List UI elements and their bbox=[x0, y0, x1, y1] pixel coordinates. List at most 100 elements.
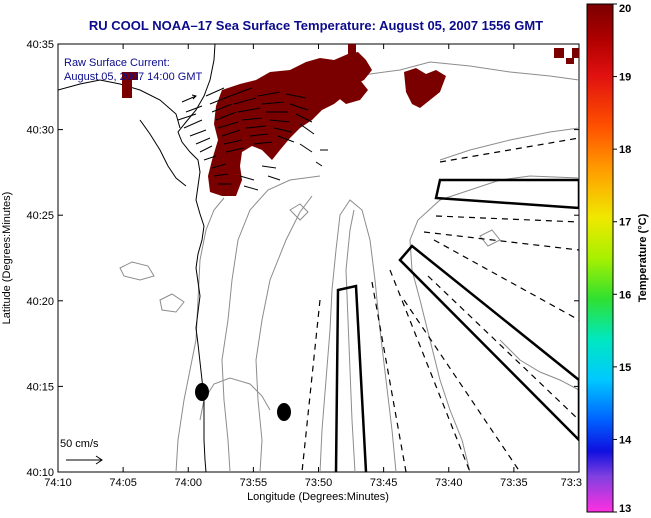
contour-line bbox=[409, 175, 579, 472]
map-frame bbox=[57, 43, 580, 473]
sst-cell bbox=[348, 44, 356, 54]
current-arrow bbox=[261, 101, 285, 105]
current-arrow bbox=[285, 93, 307, 99]
current-arrow bbox=[257, 91, 281, 97]
box-outline bbox=[334, 284, 368, 472]
dashed-line bbox=[433, 239, 579, 321]
current-arrow bbox=[215, 111, 237, 121]
dashed-line bbox=[389, 269, 471, 472]
x-tick-label: 73:3 bbox=[561, 477, 582, 489]
colorbar-tick-label: 13 bbox=[619, 503, 631, 515]
x-tick-label: 74:05 bbox=[109, 477, 137, 489]
contour-line bbox=[221, 175, 321, 472]
current-arrow bbox=[243, 185, 259, 191]
sst-cell bbox=[554, 48, 564, 58]
y-tick-label: 40:35 bbox=[26, 39, 54, 51]
scale-arrow bbox=[66, 455, 103, 465]
x-tick-label: 73:55 bbox=[240, 477, 268, 489]
current-arrow bbox=[181, 94, 197, 103]
dashed-line bbox=[423, 231, 579, 251]
contour-line bbox=[159, 293, 185, 313]
current-arrow bbox=[217, 121, 239, 129]
current-arrow bbox=[177, 113, 197, 121]
contour-line bbox=[439, 127, 579, 161]
contour-line bbox=[119, 261, 155, 281]
colorbar-tick-label: 16 bbox=[619, 289, 631, 301]
colorbar-tick-label: 18 bbox=[619, 144, 631, 156]
current-arrow bbox=[229, 87, 253, 97]
current-arrow bbox=[199, 145, 213, 153]
contour-line bbox=[345, 209, 356, 472]
current-arrow bbox=[315, 161, 323, 167]
y-tick-label: 40:25 bbox=[26, 210, 54, 222]
colorbar-ticks: 20 19 18 17 16 15 14 13 bbox=[613, 3, 632, 515]
y-axis-ticks: 40:35 40:30 40:25 40:20 40:15 40:10 bbox=[26, 39, 579, 479]
current-arrow bbox=[299, 123, 315, 135]
annotation-line-2: August 05, 2007 14:00 GMT bbox=[64, 71, 202, 83]
annotation-line-1: Raw Surface Current: bbox=[64, 57, 170, 69]
current-arrow bbox=[213, 173, 229, 177]
contour-line bbox=[289, 203, 309, 221]
sst-cell bbox=[132, 72, 138, 80]
solid-boxes bbox=[334, 178, 579, 472]
y-tick-label: 40:15 bbox=[26, 381, 54, 393]
dashed-line bbox=[427, 275, 579, 421]
current-arrow bbox=[253, 141, 273, 145]
current-arrow bbox=[241, 117, 263, 121]
dashed-line bbox=[439, 137, 579, 163]
current-arrow bbox=[209, 95, 231, 105]
chart-title: RU COOL NOAA–17 Sea Surface Temperature:… bbox=[89, 18, 543, 33]
box-outline bbox=[398, 244, 579, 442]
current-arrow bbox=[205, 87, 225, 97]
colorbar bbox=[586, 3, 614, 513]
contour-line bbox=[255, 195, 313, 472]
sst-cell bbox=[572, 48, 579, 58]
sst-cell bbox=[122, 72, 132, 98]
sst-pixels bbox=[122, 44, 579, 196]
scale-label: 50 cm/s bbox=[60, 438, 99, 450]
sst-patch bbox=[208, 52, 372, 196]
x-tick-label: 73:40 bbox=[435, 477, 463, 489]
x-axis-label: Longitude (Degrees:Minutes) bbox=[247, 491, 389, 503]
x-tick-label: 74:10 bbox=[44, 477, 72, 489]
current-arrow bbox=[237, 107, 261, 113]
colorbar-tick-label: 17 bbox=[619, 217, 631, 229]
current-arrow bbox=[261, 165, 277, 169]
current-arrow bbox=[223, 139, 243, 145]
y-tick-label: 40:10 bbox=[26, 467, 54, 479]
current-arrow bbox=[277, 135, 295, 143]
contour-line bbox=[319, 199, 397, 472]
dashed-line bbox=[435, 215, 579, 223]
y-tick-label: 40:20 bbox=[26, 296, 54, 308]
map-content bbox=[58, 44, 579, 472]
current-arrow bbox=[239, 175, 255, 181]
dashed-line bbox=[301, 299, 321, 472]
coastline-inlet bbox=[139, 119, 187, 187]
current-arrow bbox=[267, 175, 281, 181]
x-tick-label: 73:45 bbox=[370, 477, 398, 489]
oval-marker bbox=[277, 403, 291, 421]
x-tick-label: 74:00 bbox=[174, 477, 202, 489]
sst-patch bbox=[404, 68, 446, 108]
y-axis-label: Latitude (Degrees:Minutes) bbox=[1, 192, 13, 325]
current-arrow bbox=[225, 147, 245, 153]
sst-patch bbox=[336, 78, 368, 104]
current-arrow bbox=[183, 119, 203, 129]
oval-marker bbox=[195, 383, 209, 401]
current-arrow bbox=[195, 137, 211, 145]
current-arrow bbox=[299, 143, 313, 153]
current-arrow bbox=[273, 127, 293, 133]
current-vectors bbox=[177, 87, 328, 191]
y-tick-label: 40:30 bbox=[26, 125, 54, 137]
sst-cell bbox=[566, 58, 574, 64]
current-arrow bbox=[211, 163, 227, 169]
current-arrow bbox=[211, 103, 233, 113]
x-tick-label: 73:50 bbox=[305, 477, 333, 489]
current-arrow bbox=[269, 119, 291, 123]
current-arrow bbox=[221, 129, 241, 137]
colorbar-label: Temperature (°C) bbox=[637, 213, 649, 302]
x-axis-ticks: 74:10 74:05 74:00 73:55 73:50 73:45 73:40 73:3 5… bbox=[44, 44, 582, 489]
dashed-line bbox=[403, 299, 521, 472]
contour-line bbox=[499, 339, 579, 391]
